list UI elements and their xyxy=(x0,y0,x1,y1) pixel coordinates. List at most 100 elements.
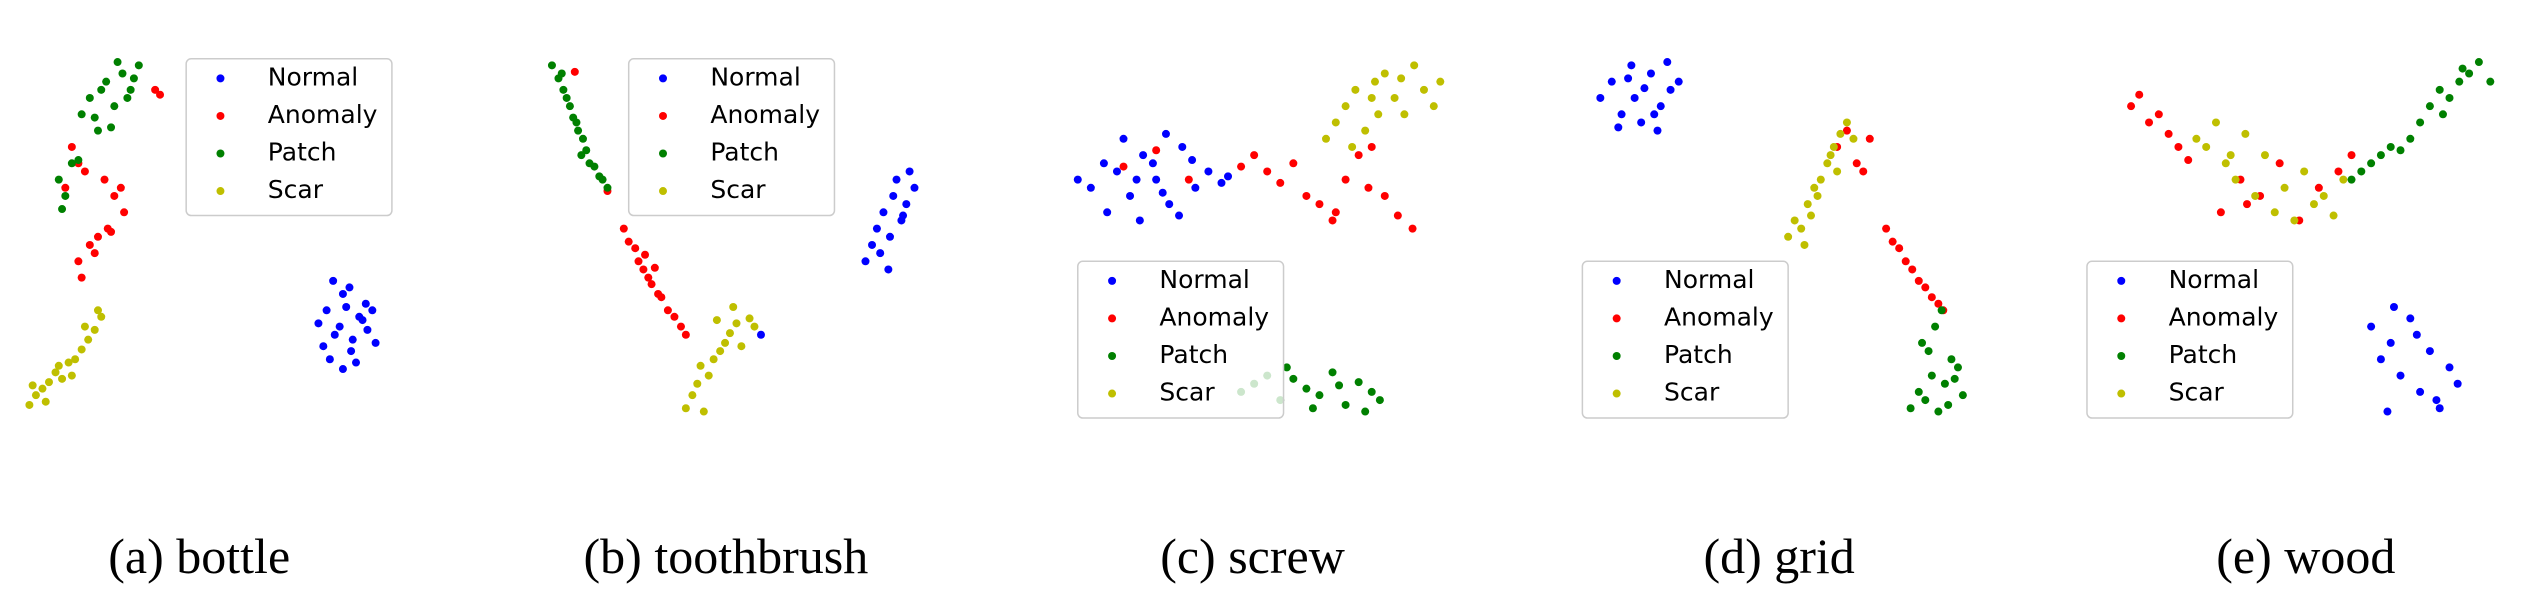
legend-marker xyxy=(1612,276,1621,285)
point xyxy=(1914,276,1923,285)
point xyxy=(1408,224,1417,233)
point xyxy=(368,306,377,315)
legend-marker xyxy=(658,111,667,120)
legend-label: Anomaly xyxy=(1664,302,1774,331)
point xyxy=(1617,110,1626,119)
point xyxy=(67,371,76,380)
point xyxy=(1908,265,1917,274)
point xyxy=(77,110,86,119)
point xyxy=(2231,175,2240,184)
point xyxy=(1674,77,1683,86)
point xyxy=(51,368,60,377)
point xyxy=(709,355,718,364)
point xyxy=(1328,368,1337,377)
point xyxy=(2164,129,2173,138)
point xyxy=(1640,84,1649,93)
point xyxy=(1178,142,1187,151)
point xyxy=(2432,396,2441,405)
point xyxy=(1165,200,1174,209)
point xyxy=(1289,159,1298,168)
point xyxy=(1829,142,1838,151)
legend-box xyxy=(1077,260,1285,419)
point xyxy=(2221,159,2230,168)
point xyxy=(619,224,628,233)
point xyxy=(557,69,566,78)
point xyxy=(1276,178,1285,187)
point xyxy=(2347,151,2356,160)
point xyxy=(1112,167,1121,176)
point xyxy=(1099,159,1108,168)
point xyxy=(1119,162,1128,171)
point xyxy=(2280,183,2289,192)
point xyxy=(1849,134,1858,143)
point xyxy=(1833,167,1842,176)
point xyxy=(1653,126,1662,135)
point xyxy=(899,211,908,220)
point xyxy=(2367,159,2376,168)
point xyxy=(97,312,106,321)
point xyxy=(879,208,888,217)
legend-label: Patch xyxy=(1664,340,1733,369)
point xyxy=(61,191,70,200)
point xyxy=(1927,293,1936,302)
point xyxy=(38,384,47,393)
legend-label: Patch xyxy=(268,138,337,167)
legend-marker xyxy=(216,111,225,120)
point xyxy=(1790,216,1799,225)
point xyxy=(67,142,76,151)
point xyxy=(657,293,666,302)
point xyxy=(1361,407,1370,416)
legend-label: Patch xyxy=(710,138,779,167)
point xyxy=(1614,123,1623,132)
point xyxy=(650,263,659,272)
point xyxy=(1888,237,1897,246)
point xyxy=(1852,159,1861,168)
point xyxy=(1865,134,1874,143)
point xyxy=(1944,400,1953,409)
point xyxy=(347,347,356,356)
point xyxy=(2458,64,2467,73)
point xyxy=(2260,151,2269,160)
point xyxy=(2251,191,2260,200)
point xyxy=(1331,208,1340,217)
point xyxy=(71,355,80,364)
point xyxy=(688,391,697,400)
legend-marker xyxy=(1612,351,1621,360)
point xyxy=(547,61,556,70)
point xyxy=(319,342,328,351)
point xyxy=(1937,306,1946,315)
point xyxy=(1315,200,1324,209)
point xyxy=(2270,208,2279,217)
point xyxy=(2386,338,2395,347)
point xyxy=(77,345,86,354)
point xyxy=(2406,134,2415,143)
point xyxy=(892,175,901,184)
point xyxy=(28,381,37,390)
legend-label: Anomaly xyxy=(710,100,820,129)
legend-marker xyxy=(2117,351,2126,360)
legend-marker xyxy=(1108,314,1117,323)
point xyxy=(1950,374,1959,383)
point xyxy=(1302,191,1311,200)
point xyxy=(902,200,911,209)
point xyxy=(345,283,354,292)
point xyxy=(1882,224,1891,233)
point xyxy=(2486,77,2495,86)
point xyxy=(85,93,94,102)
point xyxy=(2314,183,2323,192)
point xyxy=(1148,159,1157,168)
point xyxy=(1380,69,1389,78)
point xyxy=(1370,77,1379,86)
point xyxy=(41,397,50,406)
legend-marker xyxy=(1108,389,1117,398)
legend-marker xyxy=(2117,276,2126,285)
point xyxy=(590,162,599,171)
point xyxy=(716,347,725,356)
point xyxy=(2174,142,2183,151)
point xyxy=(681,404,690,413)
point xyxy=(2241,129,2250,138)
point xyxy=(129,74,138,83)
point xyxy=(58,205,67,214)
point xyxy=(2425,102,2434,111)
point xyxy=(2412,330,2421,339)
